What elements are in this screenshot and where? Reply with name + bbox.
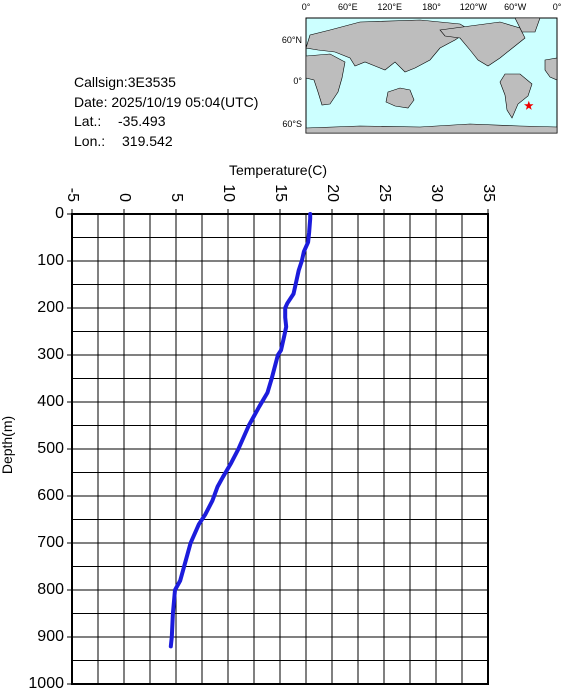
y-tick-label: 1000 xyxy=(28,675,64,690)
x-tick-label: -5 xyxy=(64,188,81,202)
profile-line xyxy=(168,212,313,649)
y-tick-label: 600 xyxy=(37,487,64,504)
x-tick-label: 5 xyxy=(168,193,185,202)
lon-value: 319.542 xyxy=(122,133,173,149)
x-axis-title: Temperature(C) xyxy=(229,162,327,178)
y-tick-label: 700 xyxy=(37,534,64,551)
map-lon-label: 180° xyxy=(422,2,441,12)
x-tick-label: 20 xyxy=(324,184,341,202)
continents xyxy=(305,17,558,134)
y-tick-label: 200 xyxy=(37,299,64,316)
map-lon-label: 0° xyxy=(553,2,562,12)
y-tick-label: 100 xyxy=(37,252,64,269)
map-lat-label: 60°S xyxy=(282,119,302,129)
x-tick-label: 35 xyxy=(480,184,497,202)
x-tick-label: 25 xyxy=(376,184,393,202)
lat-label: Lat.: xyxy=(74,113,101,129)
world-map xyxy=(305,17,558,134)
plot-frame xyxy=(71,213,489,685)
y-tick-label: 800 xyxy=(37,581,64,598)
lat-value: -35.493 xyxy=(118,113,166,129)
x-tick-label: 30 xyxy=(428,184,445,202)
x-tick-label: 0 xyxy=(116,193,133,202)
plot-area: -5 0 5 10 15 20 25 30 35010020030040050060070080… xyxy=(28,184,496,690)
map-lon-label: 120°E xyxy=(377,2,402,12)
map-lon-label: 60°E xyxy=(338,2,358,12)
lon-label: Lon.: xyxy=(74,133,105,149)
map-lon-label: 120°W xyxy=(460,2,488,12)
x-tick-label: 15 xyxy=(272,184,289,202)
y-tick-label: 0 xyxy=(55,205,64,222)
map-lat-label: 60°N xyxy=(282,35,302,45)
map-lat-label: 0° xyxy=(293,76,302,86)
map-lon-label: 0° xyxy=(302,2,311,12)
map-lon-label: 60°W xyxy=(504,2,527,12)
x-tick-label: 10 xyxy=(220,184,237,202)
y-tick-label: 300 xyxy=(37,346,64,363)
y-tick-label: 500 xyxy=(37,440,64,457)
y-tick-label: 400 xyxy=(37,393,64,410)
y-tick-label: 900 xyxy=(37,628,64,645)
station-marker xyxy=(524,100,534,110)
y-axis-title: Depth(m) xyxy=(0,416,15,474)
date: Date: 2025/10/19 05:04(UTC) xyxy=(74,94,258,110)
callsign: Callsign:3E3535 xyxy=(74,74,176,90)
